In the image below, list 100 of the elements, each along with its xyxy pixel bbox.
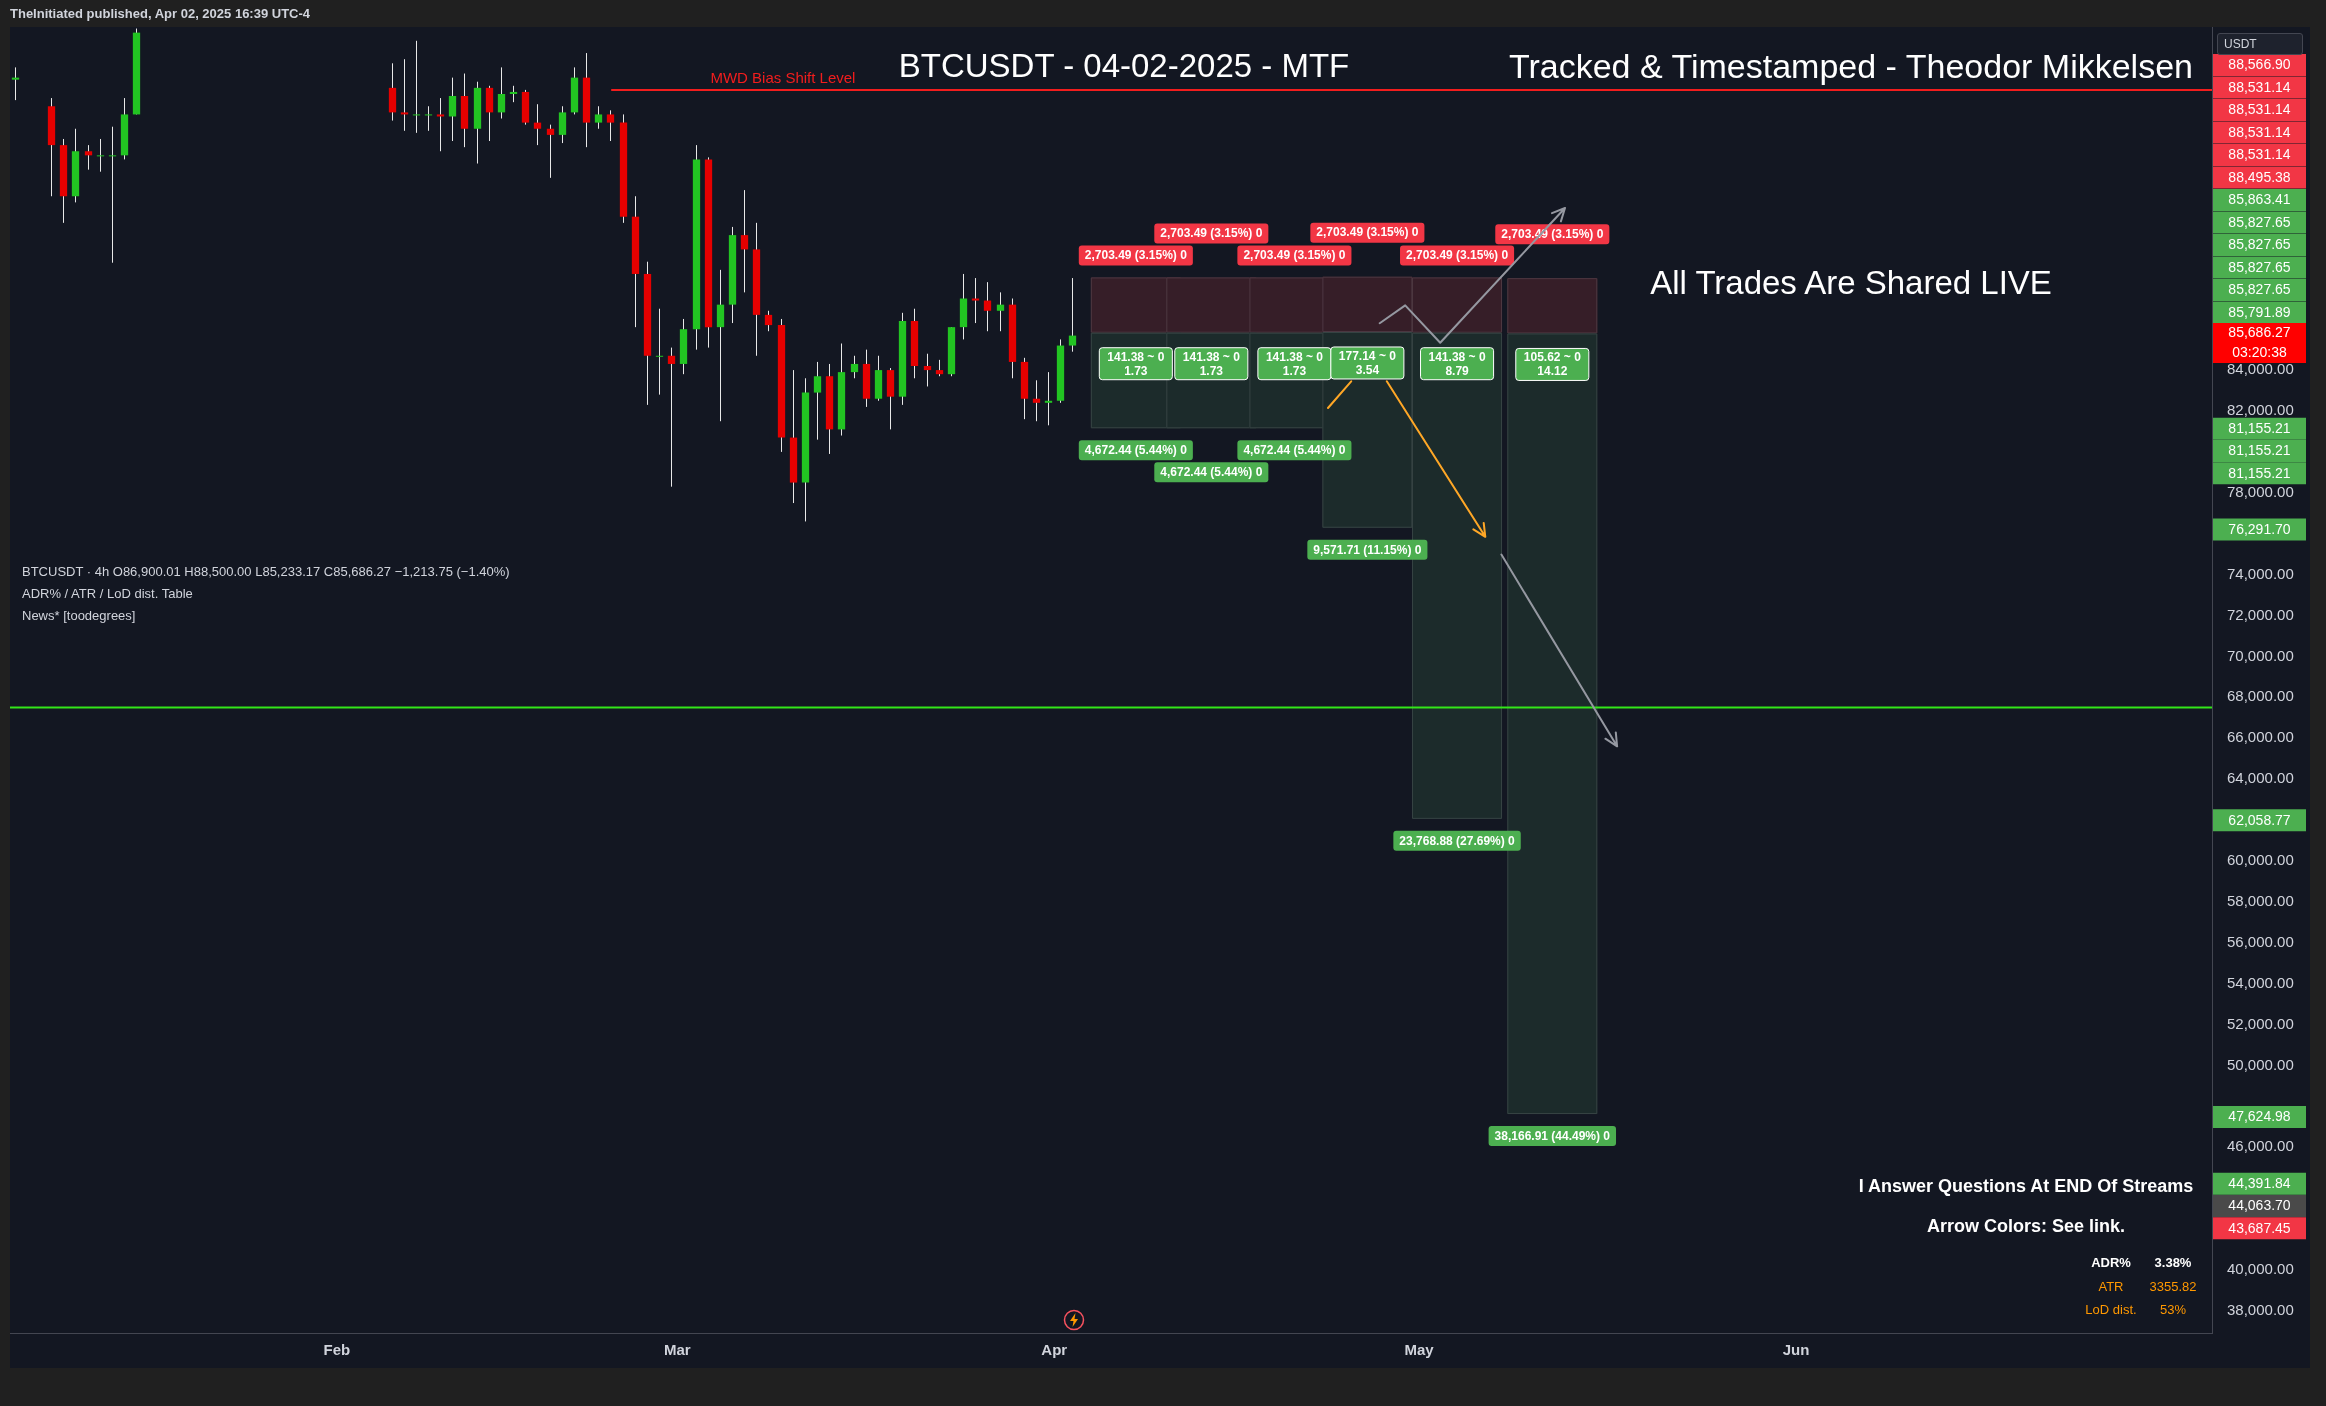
annotation: 53% [2159,1302,2187,1318]
annotation: Tracked & Timestamped - Theodor Mikkelsen [1508,45,2193,87]
candlestick [84,144,93,171]
x-tick-label: Jun [1782,1341,1810,1359]
annotation: 141.38 ~ 0 1.73 [1265,349,1324,378]
text: 43,687.45 [2228,1219,2291,1236]
annotation: ATR [2098,1279,2124,1295]
candlestick [740,189,749,293]
annotation: News* [toodegrees] [22,608,136,624]
x-tick-label: Mar [663,1341,691,1359]
text: 81,155.21 [2228,420,2291,437]
annotation: I Answer Questions At END Of Streams [1858,1176,2194,1198]
text: 88,566.90 [2228,56,2291,73]
annotation: 141.38 ~ 0 1.73 [1107,349,1165,378]
y-tick-label: 60,000.00 [2227,851,2294,869]
text: 88,531.14 [2228,101,2291,118]
data-label: 4,672.44 (5.44%) 0 [1160,465,1263,480]
text: BTCUSDT - 04-02-2025 - MTF [898,46,1350,86]
candlestick [983,281,992,332]
candlestick [436,97,445,152]
y-tick-label: 78,000.00 [2227,482,2294,500]
text: 47,624.98 [2228,1108,2291,1125]
candlestick [667,347,676,488]
candlestick [716,269,725,422]
candlestick [400,58,409,132]
y-tick-label: 46,000.00 [2227,1137,2294,1155]
y-tick-label: 58,000.00 [2227,892,2294,909]
text: 88,495.38 [2228,168,2291,185]
y-tick-label: 56,000.00 [2227,932,2294,950]
annotation: 141.38 ~ 0 8.79 [1428,349,1486,378]
text: 85,827.65 [2228,281,2291,298]
data-label: 9,571.71 (11.15%) 0 [1313,542,1422,557]
annotation: 3.38% [2154,1255,2192,1271]
y-tick-label: 50,000.00 [2227,1055,2294,1073]
annotation: ADR% / ATR / LoD dist. Table [22,586,193,602]
candlestick [850,355,859,379]
candlestick [412,40,421,134]
annotation: ADR% [2091,1255,2131,1271]
text: 85,863.41 [2228,191,2291,208]
text: 88,531.14 [2228,78,2291,95]
candlestick [448,77,457,142]
text: 44,391.84 [2228,1175,2291,1192]
data-label: 38,166.91 (44.49%) 0 [1494,1128,1611,1143]
data-label: 2,703.49 (3.15%) 0 [1406,248,1509,263]
candlestick [594,105,603,130]
annotation: 177.14 ~ 0 3.54 [1338,348,1397,377]
candlestick [497,66,506,120]
candlestick [923,353,932,387]
candlestick [96,138,105,173]
text: 81,155.21 [2228,442,2291,459]
y-tick-label: 84,000.00 [2227,360,2294,378]
candlestick [996,291,1005,332]
candlestick [1068,277,1077,353]
candlestick [108,126,117,264]
candlestick [1032,379,1041,422]
x-tick-label: Apr [1041,1341,1068,1359]
text: 85,827.65 [2228,236,2291,253]
data-label: 2,703.49 (3.15%) 0 [1501,226,1604,241]
candlestick [1044,371,1053,426]
annotation: BTCUSDT · 4h O86,900.01 H88,500.00 L85,233.17 C85,686.27 −1,213.75 (−1.40%) [22,564,510,580]
candlestick [546,124,555,179]
y-tick-label: 74,000.00 [2227,564,2294,582]
text: 62,058.77 [2228,811,2291,828]
data-label: 2,703.49 (3.15%) 0 [1084,248,1188,263]
y-tick-label: 72,000.00 [2227,605,2294,623]
x-tick-label: Feb [323,1341,351,1359]
data-label: 2,703.49 (3.15%) 0 [1316,225,1419,240]
annotation: 105.62 ~ 0 14.12 [1523,350,1582,379]
text: 88,531.14 [2228,146,2291,163]
series-label: MWD Bias Shift Level [710,68,856,86]
y-tick-label: 38,000.00 [2227,1301,2294,1319]
candlestick [424,105,433,132]
annotation: All Trades Are Shared LIVE [1650,263,2052,303]
candlestick [11,66,20,101]
text: USDT [2217,33,2303,55]
text: 44,063.70 [2228,1197,2291,1214]
data-label: 23,768.88 (27.69%) 0 [1399,833,1516,848]
candlestick [655,308,664,396]
annotation: 3355.82 [2149,1279,2197,1295]
text: TheInitiated published, Apr 02, 2025 16:39 UTC-4 [10,6,311,22]
text: 85,827.65 [2228,213,2291,230]
candlestick [558,105,567,144]
y-tick-label: 40,000.00 [2227,1260,2294,1278]
data-label: 2,703.49 (3.15%) 0 [1243,248,1346,263]
annotation: Arrow Colors: See link. [1926,1216,2126,1238]
candlestick [533,103,542,146]
data-label: 4,672.44 (5.44%) 0 [1084,443,1188,458]
y-tick-label: 66,000.00 [2227,728,2294,746]
text: 88,531.14 [2228,123,2291,140]
text: 85,827.65 [2228,258,2291,275]
y-tick-label: 64,000.00 [2227,769,2294,787]
x-tick-label: May [1404,1341,1435,1359]
annotation: 141.38 ~ 0 1.73 [1182,349,1241,378]
text: 81,155.21 [2228,464,2291,481]
data-label: 2,703.49 (3.15%) 0 [1160,226,1263,241]
y-tick-label: 68,000.00 [2227,687,2294,705]
y-tick-label: 52,000.00 [2227,1014,2294,1032]
text: 85,686.27 03:20:38 [2228,324,2291,361]
candlestick [971,277,980,324]
text: 85,791.89 [2228,303,2291,320]
